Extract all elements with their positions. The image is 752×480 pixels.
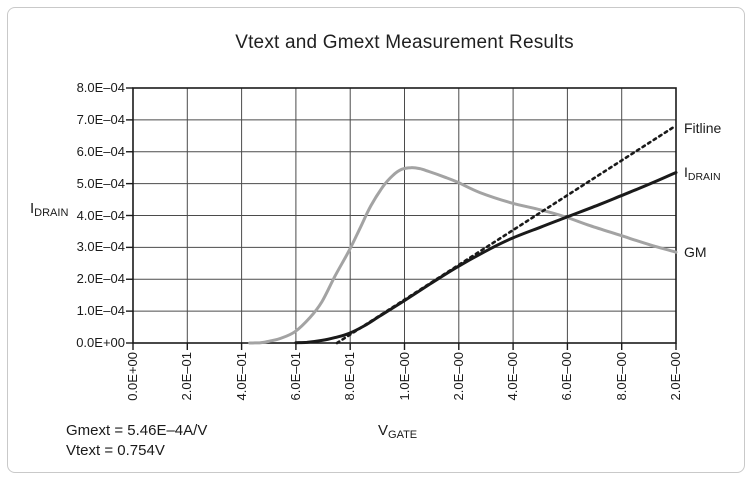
annotation-block: Gmext = 5.46E–4A/V Vtext = 0.754V	[66, 421, 207, 461]
y-tick-label: 0.0E+00	[76, 335, 125, 350]
x-tick-label: 4.0E–00	[505, 352, 521, 401]
legend-fitline: Fitline	[684, 120, 722, 136]
y-tick-label: 7.0E–04	[76, 111, 125, 127]
annotation-gmext: Gmext = 5.46E–4A/V	[66, 422, 208, 439]
x-tick-label: 2.0E–00	[450, 352, 466, 401]
legend-idrain-sub: DRAIN	[687, 171, 721, 183]
x-axis-title-main: V	[378, 422, 389, 439]
y-axis-title-main: I	[30, 200, 35, 217]
x-tick-label: 1.0E–00	[396, 352, 412, 401]
legend-idrain-main: I	[684, 164, 688, 180]
x-tick-label: 4.0E–01	[233, 352, 249, 401]
curve-gm	[248, 166, 678, 345]
chart-title: Vtext and Gmext Measurement Results	[235, 32, 574, 53]
x-tick-label: 2.0E–01	[179, 352, 195, 401]
y-tick-label: 2.0E–04	[76, 271, 125, 287]
legend-idrain: IDRAIN	[684, 164, 721, 185]
plot-frame	[132, 87, 677, 344]
x-tick-label: 0.0E+00	[125, 352, 140, 401]
x-tick-label: 8.0E–00	[613, 352, 629, 401]
y-tick-label: 4.0E–04	[76, 207, 125, 223]
x-axis-title: VGATE	[378, 422, 417, 441]
y-axis-title: IDRAIN	[30, 200, 68, 219]
curve-fitline	[335, 125, 677, 345]
x-tick-label: 8.0E–01	[342, 352, 358, 401]
x-tick-label: 6.0E–00	[559, 352, 575, 401]
x-tick-label: 2.0E–00	[668, 352, 683, 401]
plot-area	[126, 87, 678, 350]
y-tick-label: 6.0E–04	[76, 143, 125, 159]
y-tick-label: 3.0E–04	[76, 239, 125, 255]
curve-idrain	[294, 171, 678, 345]
x-axis-title-sub: GATE	[388, 429, 418, 441]
y-tick-label: 8.0E–04	[76, 80, 125, 95]
y-axis-title-sub: DRAIN	[34, 207, 69, 219]
annotation-vtext: Vtext = 0.754V	[66, 442, 165, 459]
y-tick-label: 1.0E–04	[76, 303, 125, 319]
legend-gm: GM	[684, 244, 707, 260]
y-tick-label: 5.0E–04	[76, 175, 125, 191]
x-tick-label: 6.0E–01	[287, 352, 303, 401]
